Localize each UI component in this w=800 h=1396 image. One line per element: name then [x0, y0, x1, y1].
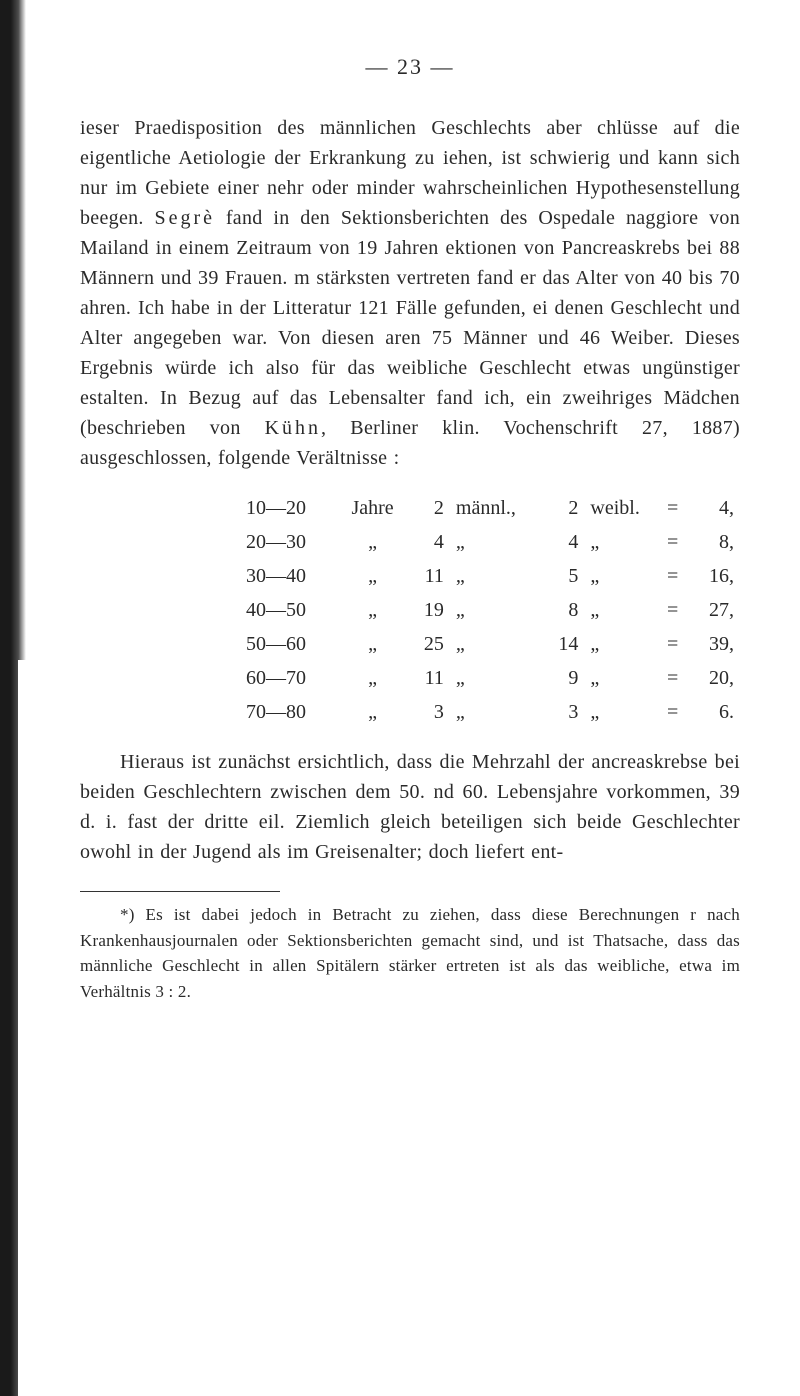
table-cell: „ [450, 695, 537, 729]
table-cell: 11 [403, 559, 450, 593]
footnote-text: *) Es ist dabei jedoch in Betracht zu zi… [80, 902, 740, 1004]
table-cell: „ [584, 559, 653, 593]
table-cell: 60—70 [240, 661, 343, 695]
table-cell: „ [584, 525, 653, 559]
table-cell: 27, [691, 593, 740, 627]
table-row: 30—40„11„5„=16, [240, 559, 740, 593]
table-cell: „ [584, 695, 653, 729]
body-paragraph-1: ieser Praedisposition des männlichen Ges… [80, 113, 740, 473]
table-cell: 5 [537, 559, 584, 593]
table-cell: männl., [450, 491, 537, 525]
table-cell: 3 [403, 695, 450, 729]
table-cell: 4 [537, 525, 584, 559]
table-cell: 39, [691, 627, 740, 661]
table-cell: 8 [537, 593, 584, 627]
table-cell: = [654, 491, 692, 525]
person-name-segre: Segrè [155, 207, 216, 229]
table-cell: 4 [403, 525, 450, 559]
table-cell: „ [450, 593, 537, 627]
table-cell: 11 [403, 661, 450, 695]
table-cell: 19 [403, 593, 450, 627]
person-name-kuhn: Kühn [265, 417, 321, 439]
table-row: 40—50„19„8„=27, [240, 593, 740, 627]
table-cell: 3 [537, 695, 584, 729]
table-cell: = [654, 695, 692, 729]
table-cell: 2 [537, 491, 584, 525]
table-cell: = [654, 525, 692, 559]
table-cell: 50—60 [240, 627, 343, 661]
table-cell: 16, [691, 559, 740, 593]
text-segment: *) Es ist dabei jedoch in Betracht zu zi… [80, 905, 740, 1001]
table-cell: „ [584, 593, 653, 627]
table-cell: 9 [537, 661, 584, 695]
text-segment: fand in den Sektionsberichten des Ospeda… [80, 207, 740, 439]
table-cell: „ [584, 661, 653, 695]
table-cell: 25 [403, 627, 450, 661]
table-cell: 8, [691, 525, 740, 559]
table-cell: 14 [537, 627, 584, 661]
table-cell: „ [343, 525, 403, 559]
table-cell: 70—80 [240, 695, 343, 729]
table-cell: „ [584, 627, 653, 661]
table-cell: „ [450, 525, 537, 559]
table-row: 70—80„3„3„=6. [240, 695, 740, 729]
table-cell: „ [343, 559, 403, 593]
table-cell: 20, [691, 661, 740, 695]
table-cell: 20—30 [240, 525, 343, 559]
table-cell: „ [343, 695, 403, 729]
page-number: — 23 — [80, 50, 740, 83]
table-cell: „ [450, 661, 537, 695]
text-segment: Hieraus ist zunächst ersichtlich, dass d… [80, 751, 740, 863]
table-cell: „ [343, 593, 403, 627]
table-row: 20—30„4„4„=8, [240, 525, 740, 559]
table-cell: 4, [691, 491, 740, 525]
table-cell: 2 [403, 491, 450, 525]
table-row: 60—70„11„9„=20, [240, 661, 740, 695]
table-cell: 40—50 [240, 593, 343, 627]
table-cell: „ [343, 661, 403, 695]
left-page-edge [0, 0, 18, 1396]
left-shadow [18, 0, 26, 660]
age-distribution-table: 10—20Jahre2männl.,2weibl.=4,20—30„4„4„=8… [240, 491, 740, 729]
table-cell: 6. [691, 695, 740, 729]
table-row: 10—20Jahre2männl.,2weibl.=4, [240, 491, 740, 525]
table-cell: „ [450, 559, 537, 593]
table-row: 50—60„25„14„=39, [240, 627, 740, 661]
table-cell: „ [450, 627, 537, 661]
table-cell: 10—20 [240, 491, 343, 525]
footnote-separator [80, 891, 280, 892]
table-cell: „ [343, 627, 403, 661]
table-cell: = [654, 627, 692, 661]
table-cell: 30—40 [240, 559, 343, 593]
table-cell: = [654, 559, 692, 593]
table-cell: Jahre [343, 491, 403, 525]
table-cell: weibl. [584, 491, 653, 525]
table-cell: = [654, 661, 692, 695]
table-cell: = [654, 593, 692, 627]
body-paragraph-2: Hieraus ist zunächst ersichtlich, dass d… [80, 747, 740, 867]
page-content: — 23 — ieser Praedisposition des männlic… [0, 0, 800, 1054]
